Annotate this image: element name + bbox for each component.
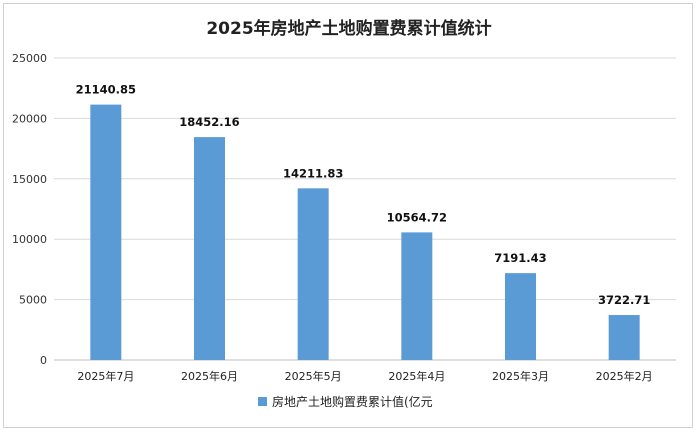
- data-label: 14211.83: [283, 166, 343, 180]
- data-labels: 21140.85 18452.16 14211.83 10564.72 7191.43 3…: [76, 83, 651, 307]
- x-tick-label: 2025年6月: [181, 369, 238, 383]
- bar: [401, 232, 433, 360]
- grid-lines: [54, 57, 676, 361]
- legend: 房地产土地购置费累计值(亿元: [258, 394, 433, 409]
- y-tick-label: 25000: [12, 52, 47, 65]
- y-tick-label: 15000: [12, 173, 47, 186]
- x-tick-label: 2025年7月: [77, 369, 134, 383]
- y-tick-label: 10000: [12, 233, 47, 246]
- x-tick-label: 2025年3月: [492, 369, 549, 383]
- x-tick-label: 2025年5月: [285, 369, 342, 383]
- bar: [194, 137, 225, 360]
- data-label: 7191.43: [494, 251, 546, 265]
- data-label: 3722.71: [598, 293, 650, 307]
- y-tick-label: 5000: [19, 294, 47, 307]
- bar: [297, 188, 329, 360]
- bars: [90, 104, 640, 360]
- y-tick-label: 0: [40, 354, 47, 367]
- data-label: 18452.16: [179, 115, 239, 129]
- legend-swatch: [258, 397, 267, 406]
- chart-title: 2025年房地产土地购置费累计值统计: [206, 19, 492, 39]
- legend-label: 房地产土地购置费累计值(亿元: [272, 394, 433, 409]
- y-axis-ticks: 0 5000 10000 15000 20000 25000: [12, 52, 47, 367]
- x-axis-categories: 2025年7月 2025年6月 2025年5月 2025年4月 2025年3月 2025年…: [77, 369, 652, 383]
- bar: [505, 273, 536, 360]
- data-label: 21140.85: [76, 83, 136, 97]
- bar: [90, 104, 122, 360]
- bar: [608, 315, 640, 360]
- data-label: 10564.72: [387, 210, 447, 224]
- x-tick-label: 2025年4月: [388, 369, 445, 383]
- y-tick-label: 20000: [12, 112, 47, 125]
- x-tick-label: 2025年2月: [596, 369, 653, 383]
